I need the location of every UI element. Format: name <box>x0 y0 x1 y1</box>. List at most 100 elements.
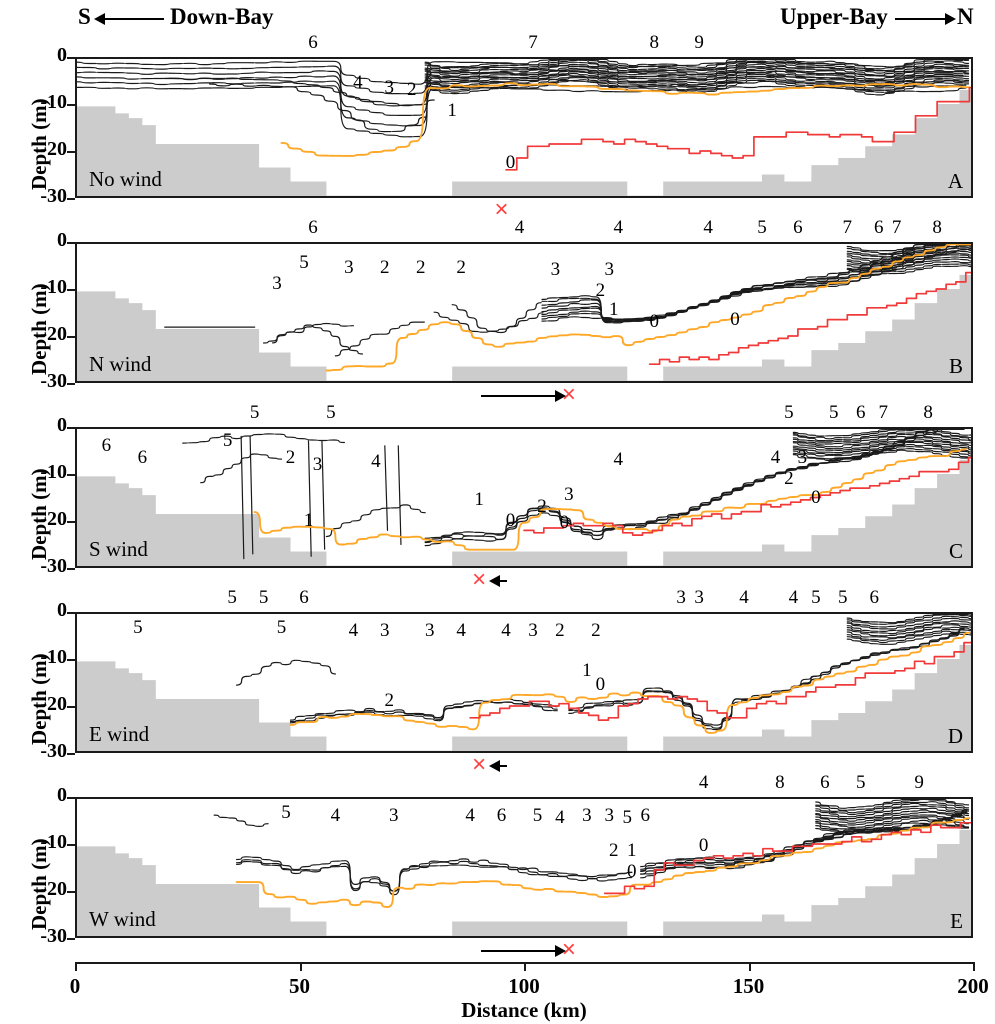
x-tick-label: 100 <box>508 974 540 998</box>
bathymetry-fill <box>75 459 973 568</box>
x-axis: 0 50 100 150 200 Distance (km) <box>70 962 989 1022</box>
bathymetry-fill <box>75 274 973 383</box>
panel-frame <box>75 612 973 753</box>
contour-label: 5 <box>532 804 543 826</box>
x-tick-mark <box>75 962 77 971</box>
contour-label-top: 4 <box>739 587 749 608</box>
wind-station-marker: × <box>472 751 487 778</box>
contour-label-top: 6 <box>820 772 830 793</box>
contour-label-top: 7 <box>878 402 888 423</box>
panel-b: 0 -10 -20 -30 N wind B 6 4 4 4 5 6 7 6 7 8 5 3 3 2 2 2 3 3 2 1 0 0 <box>40 217 973 392</box>
contour-label: 1 <box>447 100 457 122</box>
panel-frame <box>75 427 973 568</box>
contour-label: 4 <box>555 807 565 829</box>
contour-label: 1 <box>609 299 619 321</box>
contour-label: 2 <box>415 256 426 278</box>
contour-label-top: 8 <box>649 32 659 53</box>
contour-label-top: 5 <box>757 217 767 238</box>
y-tick-label: -10 <box>40 276 67 298</box>
y-tick-label: -30 <box>40 370 67 392</box>
x-tick-mark <box>299 962 302 971</box>
contour-label: 3 <box>604 259 615 281</box>
wind-station-marker: × <box>494 196 509 223</box>
contour-label: 0 <box>505 151 516 173</box>
y-tick-mark <box>67 521 75 523</box>
contour-label-top: 5 <box>227 587 237 608</box>
direction-banner: S Down-Bay Upper-Bay N <box>0 0 995 36</box>
contour-label: 1 <box>627 840 637 862</box>
panel-title: No wind <box>89 167 162 191</box>
wind-arrow-line <box>480 950 557 952</box>
contour-label-top: 6 <box>793 217 803 238</box>
x-tick-mark <box>748 962 751 971</box>
contour-label: 4 <box>770 446 781 468</box>
wind-station-marker: × <box>472 566 487 593</box>
bathymetry-fill <box>75 644 973 753</box>
y-axis-title: Depth (m) <box>27 283 51 375</box>
contour-label: 6 <box>137 446 148 468</box>
contour-label-top: 5 <box>811 587 821 608</box>
contour-label-top: 3 <box>676 587 686 608</box>
y-tick-label: -30 <box>40 185 67 207</box>
contour-label: 2 <box>456 256 466 278</box>
wind-arrow-line <box>499 765 508 767</box>
wind-arrowhead-icon <box>554 390 566 402</box>
contour-label: 6 <box>496 804 507 826</box>
y-tick-label: -30 <box>40 740 67 762</box>
contour-canvas <box>75 798 973 938</box>
contour-label: 5 <box>622 807 633 829</box>
y-axis-title: Depth (m) <box>27 838 51 930</box>
y-axis-title: Depth (m) <box>27 98 51 190</box>
contour-label: 3 <box>424 619 435 641</box>
y-tick-label: -10 <box>40 831 67 853</box>
y-tick-mark <box>67 336 75 338</box>
contour-label: 3 <box>384 76 395 98</box>
y-tick-label: -20 <box>40 508 67 530</box>
contour-label-top: 8 <box>923 402 933 423</box>
y-tick-mark <box>67 242 75 244</box>
contour-canvas <box>75 58 973 198</box>
contour-label: 3 <box>550 259 561 281</box>
y-tick-mark <box>67 659 75 661</box>
contour-label: 5 <box>281 802 291 824</box>
contour-label: 3 <box>582 804 592 826</box>
upper-bay-arrowhead-icon <box>945 13 956 25</box>
y-tick-mark <box>67 891 75 893</box>
y-tick-mark <box>67 612 75 614</box>
contour-label: 5 <box>222 430 233 452</box>
wind-arrow-line <box>499 580 508 582</box>
contour-label: 0 <box>649 310 659 332</box>
contour-label: 2 <box>285 446 296 468</box>
contour-label-top: 5 <box>326 402 336 423</box>
down-bay-arrowhead-icon <box>94 13 105 25</box>
contour-label-top: 5 <box>829 402 839 423</box>
contour-label-top: 5 <box>838 587 848 608</box>
contour-label: 6 <box>640 804 650 826</box>
y-tick-label: 0 <box>57 599 67 621</box>
down-bay-label: Down-Bay <box>170 4 274 29</box>
contour-label-top: 5 <box>249 402 260 423</box>
south-label: S <box>78 4 91 29</box>
contour-label: 5 <box>133 617 143 639</box>
y-tick-mark <box>67 753 75 755</box>
panel-d: 0 -10 -20 -30 E wind D 5 5 6 3 3 4 4 5 5 6 5 5 4 3 3 4 2 4 3 2 2 1 0 <box>40 587 973 762</box>
contour-label: 3 <box>564 484 574 506</box>
panel-frame <box>75 797 973 938</box>
y-tick-label: -20 <box>40 323 67 345</box>
x-tick-mark <box>524 962 526 971</box>
contour-label: 4 <box>456 619 466 641</box>
y-tick-mark <box>67 938 75 940</box>
y-tick-label: 0 <box>57 784 67 806</box>
contour-label: 1 <box>303 510 314 531</box>
panel-letter: B <box>948 354 963 378</box>
contour-label: 4 <box>348 619 359 641</box>
contour-label: 4 <box>465 804 475 826</box>
contour-label-top: 7 <box>891 217 902 238</box>
contour-label: 2 <box>555 619 565 641</box>
contour-label: 0 <box>595 673 606 695</box>
contour-label: 3 <box>389 804 399 826</box>
contour-label: 1 <box>474 488 484 510</box>
panel-frame <box>75 242 973 383</box>
y-tick-mark <box>67 383 75 385</box>
